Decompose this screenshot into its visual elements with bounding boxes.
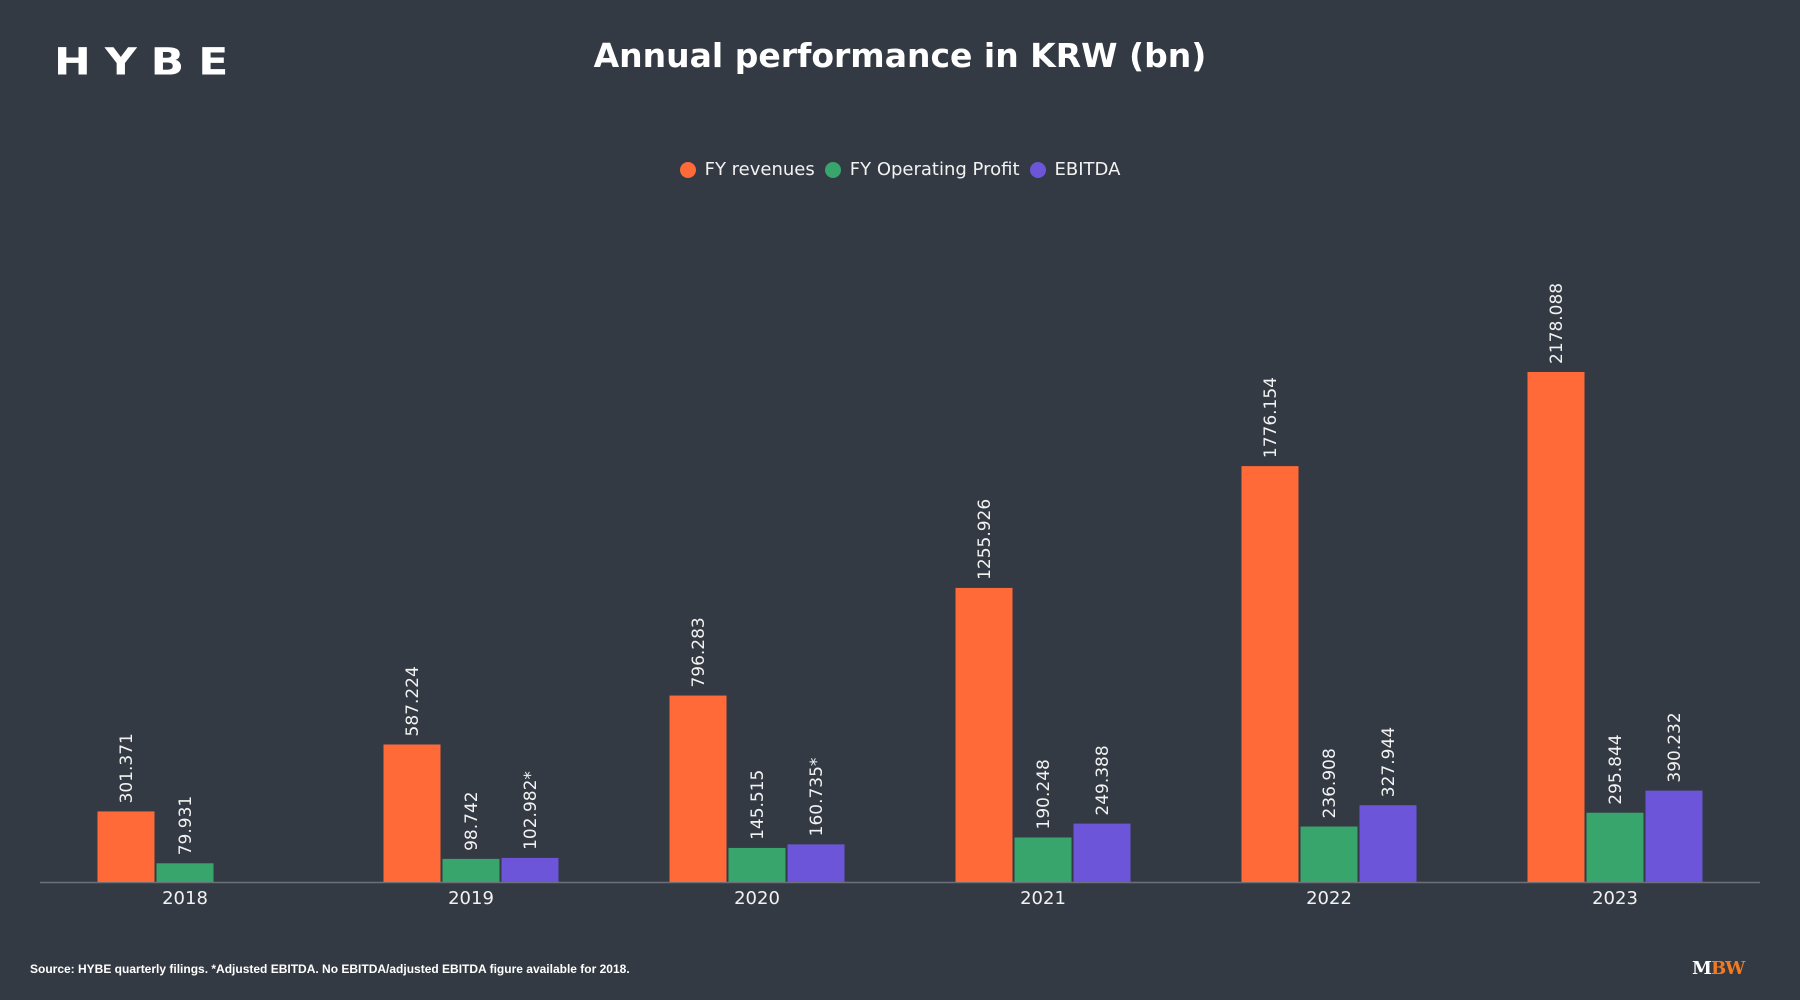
data-label-ebitda-2021: 249.388 <box>1093 745 1113 815</box>
legend-swatch-ebitda <box>1029 161 1046 178</box>
legend-item-revenues[interactable]: FY revenues <box>679 159 815 180</box>
data-label-fy-operating-profit-2018: 79.931 <box>176 796 196 855</box>
bar-fy-operating-profit-2021[interactable] <box>1014 837 1072 882</box>
bar-fy-operating-profit-2019[interactable] <box>442 858 500 882</box>
bar-ebitda-2023[interactable] <box>1645 790 1703 882</box>
data-label-fy-revenues-2018: 301.371 <box>117 733 137 803</box>
data-label-ebitda-2023: 390.232 <box>1665 712 1685 782</box>
data-label-fy-revenues-2023: 2178.088 <box>1547 283 1567 364</box>
x-tick-label-2019: 2019 <box>448 888 494 909</box>
x-tick-label-2018: 2018 <box>162 888 208 909</box>
data-label-fy-operating-profit-2019: 98.742 <box>462 791 482 850</box>
bar-fy-revenues-2018[interactable] <box>97 811 155 882</box>
data-label-ebitda-2020: 160.735* <box>807 758 827 837</box>
bar-fy-operating-profit-2023[interactable] <box>1586 812 1644 882</box>
bar-fy-revenues-2021[interactable] <box>955 587 1013 882</box>
mbw-logo-bw: BW <box>1710 958 1745 979</box>
mbw-logo: MBW <box>1692 958 1745 979</box>
mbw-logo-m: M <box>1692 958 1712 979</box>
data-label-fy-operating-profit-2021: 190.248 <box>1034 759 1054 829</box>
data-label-fy-operating-profit-2020: 145.515 <box>748 770 768 840</box>
legend: FY revenues FY Operating Profit EBITDA <box>0 159 1800 180</box>
data-label-fy-operating-profit-2023: 295.844 <box>1606 734 1626 804</box>
data-label-ebitda-2022: 327.944 <box>1379 727 1399 797</box>
legend-swatch-operating-profit <box>824 161 841 178</box>
chart-title: Annual performance in KRW (bn) <box>593 36 1207 75</box>
source-note: Source: HYBE quarterly filings. *Adjuste… <box>30 962 630 976</box>
legend-item-ebitda[interactable]: EBITDA <box>1029 159 1121 180</box>
data-label-fy-revenues-2019: 587.224 <box>403 666 423 736</box>
x-tick-label-2021: 2021 <box>1020 888 1066 909</box>
data-label-ebitda-2019: 102.982* <box>521 771 541 850</box>
bar-ebitda-2022[interactable] <box>1359 805 1417 882</box>
legend-label-operating-profit: FY Operating Profit <box>849 159 1020 180</box>
legend-label-ebitda: EBITDA <box>1054 159 1121 180</box>
bar-fy-operating-profit-2018[interactable] <box>156 863 214 882</box>
data-label-fy-revenues-2022: 1776.154 <box>1261 377 1281 458</box>
hybe-logo: HYBE <box>54 40 243 84</box>
bar-fy-revenues-2022[interactable] <box>1241 466 1299 882</box>
x-tick-label-2020: 2020 <box>734 888 780 909</box>
bar-ebitda-2021[interactable] <box>1073 823 1131 882</box>
bar-fy-operating-profit-2022[interactable] <box>1300 826 1358 882</box>
bar-fy-revenues-2023[interactable] <box>1527 372 1585 882</box>
x-tick-label-2022: 2022 <box>1306 888 1352 909</box>
bar-fy-revenues-2019[interactable] <box>383 744 441 882</box>
legend-item-operating-profit[interactable]: FY Operating Profit <box>824 159 1020 180</box>
x-tick-label-2023: 2023 <box>1592 888 1638 909</box>
bar-fy-operating-profit-2020[interactable] <box>728 847 786 882</box>
data-label-fy-operating-profit-2022: 236.908 <box>1320 748 1340 818</box>
data-label-fy-revenues-2021: 1255.926 <box>975 499 995 580</box>
data-label-fy-revenues-2020: 796.283 <box>689 617 709 687</box>
legend-label-revenues: FY revenues <box>704 159 815 180</box>
bar-fy-revenues-2020[interactable] <box>669 695 727 882</box>
legend-swatch-revenues <box>679 161 696 178</box>
bar-ebitda-2019[interactable] <box>501 857 559 882</box>
bar-ebitda-2020[interactable] <box>787 844 845 882</box>
